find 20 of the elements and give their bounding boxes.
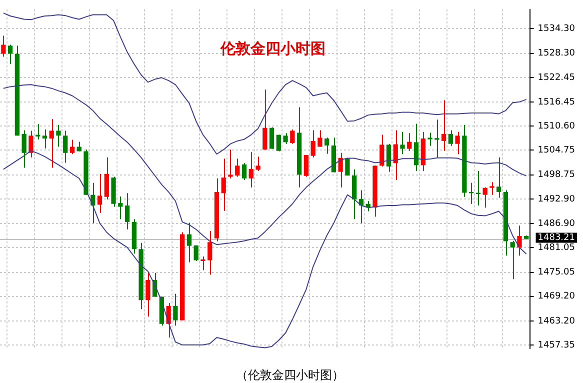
y-tick-label: 1522.45 — [538, 72, 575, 83]
y-tick-label: 1463.20 — [538, 316, 576, 326]
candlestick — [490, 182, 494, 196]
y-tick-label: 1528.30 — [538, 48, 576, 59]
ref-line-label: 1483.21 — [538, 233, 575, 244]
candlestick — [400, 131, 405, 155]
y-tick-label: 1457.35 — [538, 340, 575, 350]
y-tick-label: 1475.05 — [538, 268, 575, 278]
y-tick-label: 1486.90 — [538, 218, 576, 229]
y-tick-label: 1504.75 — [538, 146, 575, 156]
y-tick-label: 1469.20 — [538, 292, 576, 302]
y-tick-label: 1481.05 — [538, 243, 575, 254]
text: 伦敦金四小时图 — [219, 39, 326, 58]
y-tick-label: 1534.30 — [538, 24, 576, 34]
candlestick — [428, 132, 432, 146]
y-tick-label: 1492.90 — [538, 194, 576, 204]
text: （伦敦金四小时图） — [236, 368, 344, 382]
y-tick-label: 1510.60 — [538, 122, 576, 132]
y-tick-label: 1516.45 — [538, 97, 575, 108]
y-tick-label: 1498.75 — [538, 170, 575, 180]
